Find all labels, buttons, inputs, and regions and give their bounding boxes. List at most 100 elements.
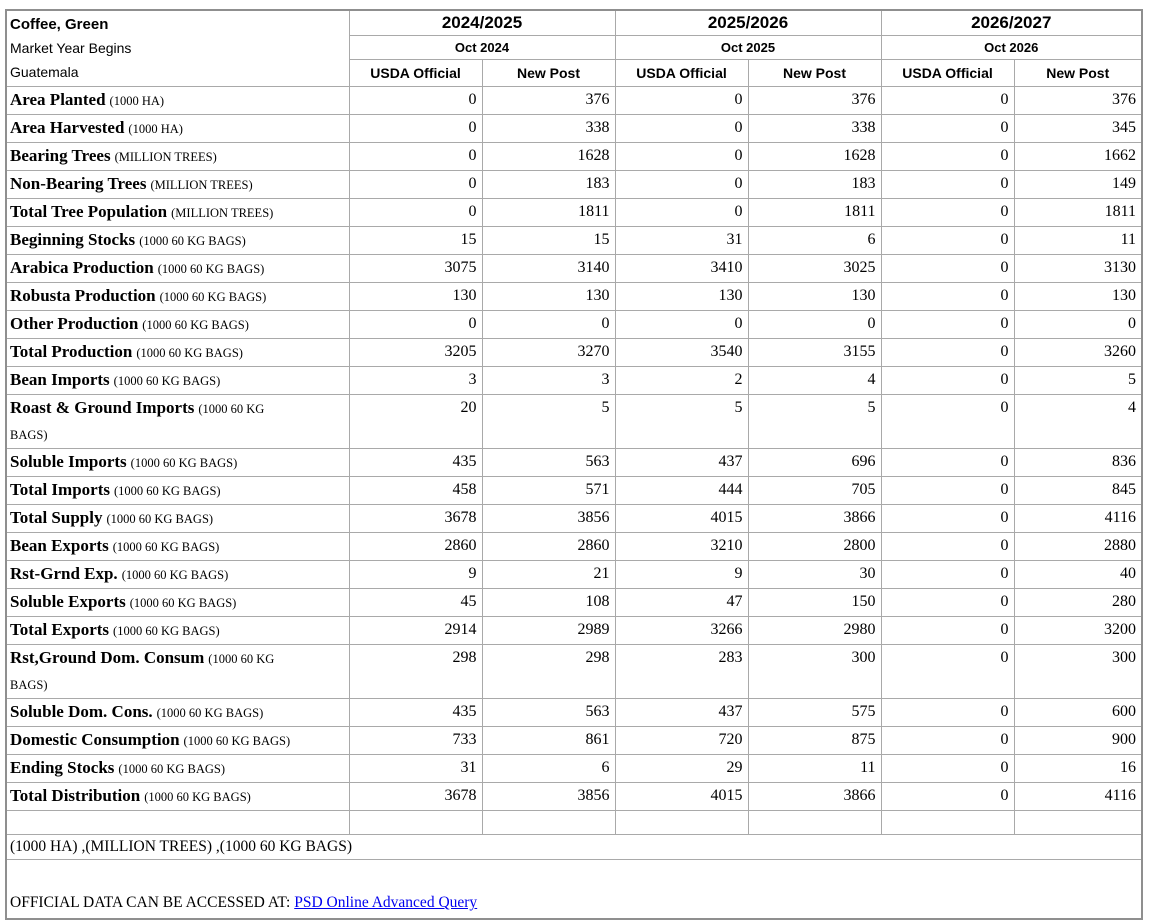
attribute-cell: Total Exports (1000 60 KG BAGS) xyxy=(5,616,350,645)
table-row: Area Harvested (1000 HA) 0 338 0 338 0 3… xyxy=(5,114,1143,143)
value-cell: 3 xyxy=(481,366,616,395)
attribute-unit: (1000 60 KG BAGS) xyxy=(10,652,275,692)
attribute-cell: Ending Stocks (1000 60 KG BAGS) xyxy=(5,754,350,783)
attribute-unit: (1000 60 KG BAGS) xyxy=(142,318,249,332)
value-cell: 1628 xyxy=(481,142,616,171)
value-cell: 845 xyxy=(1013,476,1143,505)
psd-online-link[interactable]: PSD Online Advanced Query xyxy=(294,894,478,911)
value-cell: 29 xyxy=(614,754,749,783)
value-cell: 2989 xyxy=(481,616,616,645)
attribute-label: Bearing Trees xyxy=(10,146,111,165)
table-row: Robusta Production (1000 60 KG BAGS) 130… xyxy=(5,282,1143,311)
value-cell: 4116 xyxy=(1013,504,1143,533)
value-cell: 31 xyxy=(614,226,749,255)
value-cell: 696 xyxy=(747,448,882,477)
value-cell: 0 xyxy=(880,338,1015,367)
value-cell: 149 xyxy=(1013,170,1143,199)
attribute-label: Robusta Production xyxy=(10,286,156,305)
attribute-unit: (1000 60 KG BAGS) xyxy=(130,456,238,470)
table-row: Total Exports (1000 60 KG BAGS) 2914 298… xyxy=(5,616,1143,645)
value-cell: 0 xyxy=(880,366,1015,395)
value-cell: 4015 xyxy=(614,504,749,533)
value-cell: 0 xyxy=(880,86,1015,115)
attribute-label: Other Production xyxy=(10,314,139,333)
attribute-label: Bean Imports xyxy=(10,370,110,389)
attribute-cell: Bearing Trees (MILLION TREES) xyxy=(5,142,350,171)
units-footnote: (1000 HA) ,(MILLION TREES) ,(1000 60 KG … xyxy=(5,834,1143,860)
value-cell: 183 xyxy=(481,170,616,199)
attribute-cell: Bean Exports (1000 60 KG BAGS) xyxy=(5,532,350,561)
value-cell: 2914 xyxy=(348,616,483,645)
attribute-label: Total Supply xyxy=(10,508,103,527)
attribute-label: Area Harvested xyxy=(10,118,125,137)
source-header-row: USDA Official New Post USDA Official New… xyxy=(6,59,1143,87)
attribute-label: Total Imports xyxy=(10,480,110,499)
value-cell: 458 xyxy=(348,476,483,505)
table-row: Bearing Trees (MILLION TREES) 0 1628 0 1… xyxy=(5,142,1143,171)
empty-cell xyxy=(481,810,616,835)
attribute-unit: (MILLION TREES) xyxy=(171,206,274,220)
value-cell: 0 xyxy=(880,782,1015,811)
value-cell: 0 xyxy=(880,588,1015,617)
value-cell: 0 xyxy=(880,532,1015,561)
value-cell: 4116 xyxy=(1013,782,1143,811)
value-cell: 0 xyxy=(880,504,1015,533)
value-cell: 1811 xyxy=(481,198,616,227)
table-row: Soluble Exports (1000 60 KG BAGS) 45 108… xyxy=(5,588,1143,617)
value-cell: 15 xyxy=(348,226,483,255)
usda-official-header: USDA Official xyxy=(614,59,749,87)
attribute-cell: Roast & Ground Imports (1000 60 KG BAGS) xyxy=(5,394,350,449)
value-cell: 40 xyxy=(1013,560,1143,589)
value-cell: 3210 xyxy=(614,532,749,561)
attribute-cell: Area Planted (1000 HA) xyxy=(5,86,350,115)
value-cell: 183 xyxy=(747,170,882,199)
begins-oct-2025: Oct 2025 xyxy=(614,35,882,60)
market-year-begins-row: Oct 2024 Oct 2025 Oct 2026 xyxy=(6,35,1143,60)
value-cell: 150 xyxy=(747,588,882,617)
attribute-label: Total Exports xyxy=(10,620,110,639)
value-cell: 3075 xyxy=(348,254,483,283)
attribute-unit: (1000 HA) xyxy=(109,94,165,108)
value-cell: 376 xyxy=(747,86,882,115)
value-cell: 0 xyxy=(614,198,749,227)
value-cell: 3140 xyxy=(481,254,616,283)
value-cell: 6 xyxy=(747,226,882,255)
table-row: Domestic Consumption (1000 60 KG BAGS) 7… xyxy=(5,726,1143,755)
value-cell: 435 xyxy=(348,448,483,477)
value-cell: 11 xyxy=(1013,226,1143,255)
attribute-cell: Total Production (1000 60 KG BAGS) xyxy=(5,338,350,367)
new-post-header: New Post xyxy=(1013,59,1143,87)
attribute-unit: (1000 60 KG BAGS) xyxy=(113,624,220,638)
value-cell: 3678 xyxy=(348,504,483,533)
year-header-2024-2025: 2024/2025 xyxy=(348,9,616,36)
value-cell: 733 xyxy=(348,726,483,755)
new-post-header: New Post xyxy=(747,59,882,87)
empty-cell xyxy=(614,810,749,835)
value-cell: 0 xyxy=(747,310,882,339)
value-cell: 2860 xyxy=(348,532,483,561)
value-cell: 3130 xyxy=(1013,254,1143,283)
value-cell: 437 xyxy=(614,448,749,477)
attribute-label: Beginning Stocks xyxy=(10,230,136,249)
empty-cell xyxy=(747,810,882,835)
value-cell: 3678 xyxy=(348,782,483,811)
value-cell: 0 xyxy=(880,448,1015,477)
year-header-2026-2027: 2026/2027 xyxy=(880,9,1143,36)
value-cell: 9 xyxy=(614,560,749,589)
begins-oct-2024: Oct 2024 xyxy=(348,35,616,60)
attribute-unit: (MILLION TREES) xyxy=(114,150,217,164)
attribute-unit: (1000 60 KG BAGS) xyxy=(144,790,251,804)
market-year-begins-label: Market Year Begins xyxy=(10,40,132,56)
value-cell: 575 xyxy=(747,698,882,727)
table-row: Rst,Ground Dom. Consum (1000 60 KG BAGS) … xyxy=(5,644,1143,699)
year-header-row: Coffee, Green Market Year Begins Guatema… xyxy=(5,9,1143,87)
official-data-label: OFFICIAL DATA CAN BE ACCESSED AT: xyxy=(10,894,295,911)
value-cell: 3200 xyxy=(1013,616,1143,645)
value-cell: 571 xyxy=(481,476,616,505)
value-cell: 3025 xyxy=(747,254,882,283)
value-cell: 836 xyxy=(1013,448,1143,477)
attribute-unit: (1000 60 KG BAGS) xyxy=(113,374,221,388)
attribute-label: Total Tree Population xyxy=(10,202,168,221)
value-cell: 9 xyxy=(348,560,483,589)
attribute-cell: Total Imports (1000 60 KG BAGS) xyxy=(5,476,350,505)
